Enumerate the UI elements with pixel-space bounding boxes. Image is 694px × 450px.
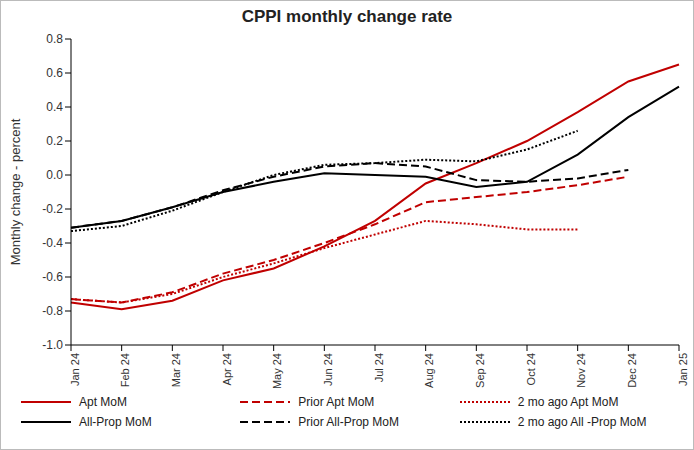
svg-text:0.6: 0.6 [46,66,63,80]
svg-text:Jul 24: Jul 24 [373,353,385,382]
svg-text:Oct 24: Oct 24 [525,353,537,385]
svg-text:Aug 24: Aug 24 [423,353,435,388]
svg-text:Jan 24: Jan 24 [69,353,81,386]
html-text:CPPI monthly change rate: CPPI monthly change rate [241,7,453,26]
svg-text:-1.0: -1.0 [42,338,63,352]
svg-text:-0.8: -0.8 [42,304,63,318]
svg-text:Monthly change - percent: Monthly change - percent [8,118,23,265]
html-text:Apt MoM: Apt MoM [79,395,127,409]
html-text:2 mo ago All -Prop MoM: 2 mo ago All -Prop MoM [517,415,647,429]
svg-text:-0.6: -0.6 [42,270,63,284]
html-text:2 mo ago Apt MoM: 2 mo ago Apt MoM [517,395,619,409]
svg-text:Feb 24: Feb 24 [119,353,131,387]
svg-text:0.8: 0.8 [46,32,63,46]
svg-text:Dec 24: Dec 24 [626,353,638,388]
svg-text:0.2: 0.2 [46,134,63,148]
svg-text:Nov 24: Nov 24 [575,353,587,388]
svg-text:May 24: May 24 [271,353,283,389]
html-text:Prior All-Prop MoM: Prior All-Prop MoM [298,415,399,429]
svg-text:-0.4: -0.4 [42,236,63,250]
svg-text:Apr 24: Apr 24 [221,353,233,385]
svg-text:Jun 24: Jun 24 [322,353,334,386]
svg-text:Sep 24: Sep 24 [474,353,486,388]
svg-text:Jan 25: Jan 25 [677,353,686,386]
html-text:Prior Apt MoM: Prior Apt MoM [298,395,375,409]
html-text:All-Prop MoM: All-Prop MoM [79,415,152,429]
svg-text:0.0: 0.0 [46,168,63,182]
svg-text:-0.2: -0.2 [42,202,63,216]
svg-text:Mar 24: Mar 24 [170,353,182,387]
svg-text:0.4: 0.4 [46,100,63,114]
